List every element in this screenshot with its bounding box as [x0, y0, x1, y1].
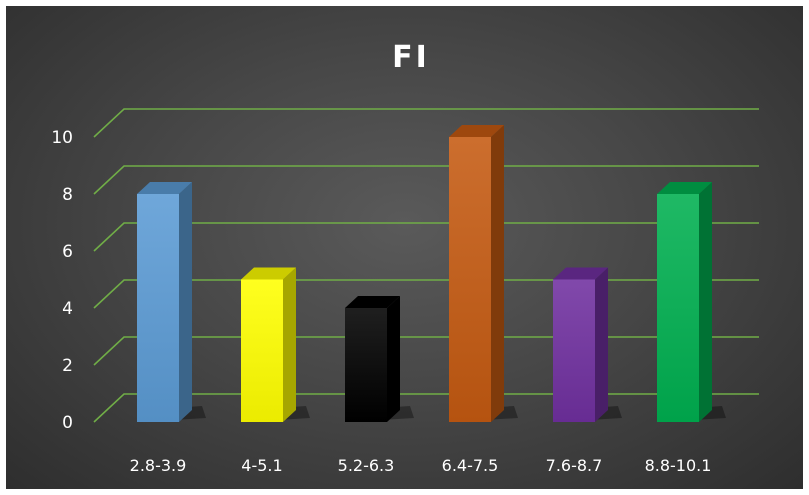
bar-front [345, 308, 387, 422]
bar [137, 182, 192, 422]
chart-area: FI 0 2 4 6 8 10 2.8-3.9 4-5.1 5.2-6.3 6.4-7.5 7.6… [6, 6, 803, 489]
bars [137, 125, 712, 422]
x-tick-label: 7.6-8.7 [546, 456, 603, 475]
gridline [93, 165, 759, 195]
bar [241, 267, 296, 422]
chart-title: FI [392, 40, 430, 75]
bar-top [345, 296, 400, 308]
bar-front [241, 279, 283, 422]
x-tick-label: 5.2-6.3 [338, 456, 395, 475]
y-tick-label: 0 [62, 413, 73, 433]
x-tick-label: 2.8-3.9 [130, 456, 187, 475]
y-tick-label: 2 [62, 356, 73, 376]
bar-side [283, 267, 296, 422]
gridline [93, 393, 759, 423]
bar-chart: FI 0 2 4 6 8 10 2.8-3.9 4-5.1 5.2-6.3 6.4-7.5 7.6… [51, 40, 759, 475]
y-tick-label: 10 [51, 128, 73, 148]
bar [657, 182, 712, 422]
bar-front [657, 194, 699, 422]
gridline [93, 279, 759, 309]
x-axis-labels: 2.8-3.9 4-5.1 5.2-6.3 6.4-7.5 7.6-8.7 8.8-10.… [130, 456, 712, 475]
gridline [93, 108, 759, 138]
bar-top [553, 267, 608, 280]
y-tick-label: 8 [62, 185, 73, 205]
x-tick-label: 6.4-7.5 [442, 456, 499, 475]
bar-shadows [141, 406, 726, 422]
y-tick-label: 4 [62, 299, 73, 319]
bar-top [137, 182, 192, 194]
y-tick-label: 6 [62, 242, 73, 262]
bar-side [699, 182, 712, 422]
gridline [93, 336, 759, 366]
bar-side [491, 125, 504, 422]
bar-top [449, 125, 504, 137]
bar-front [449, 137, 491, 422]
y-axis-ticks: 0 2 4 6 8 10 [51, 128, 73, 433]
bar-side [387, 296, 400, 422]
gridlines [93, 108, 759, 423]
gridline [93, 222, 759, 252]
bar [449, 125, 504, 422]
bar-front [553, 279, 595, 422]
bar-top [657, 182, 712, 194]
bar-side [595, 267, 608, 422]
bar [345, 296, 400, 422]
x-tick-label: 8.8-10.1 [645, 456, 712, 475]
x-tick-label: 4-5.1 [241, 456, 282, 475]
bar [553, 267, 608, 422]
bar-front [137, 194, 179, 422]
bar-top [241, 267, 296, 280]
bar-side [179, 182, 192, 422]
